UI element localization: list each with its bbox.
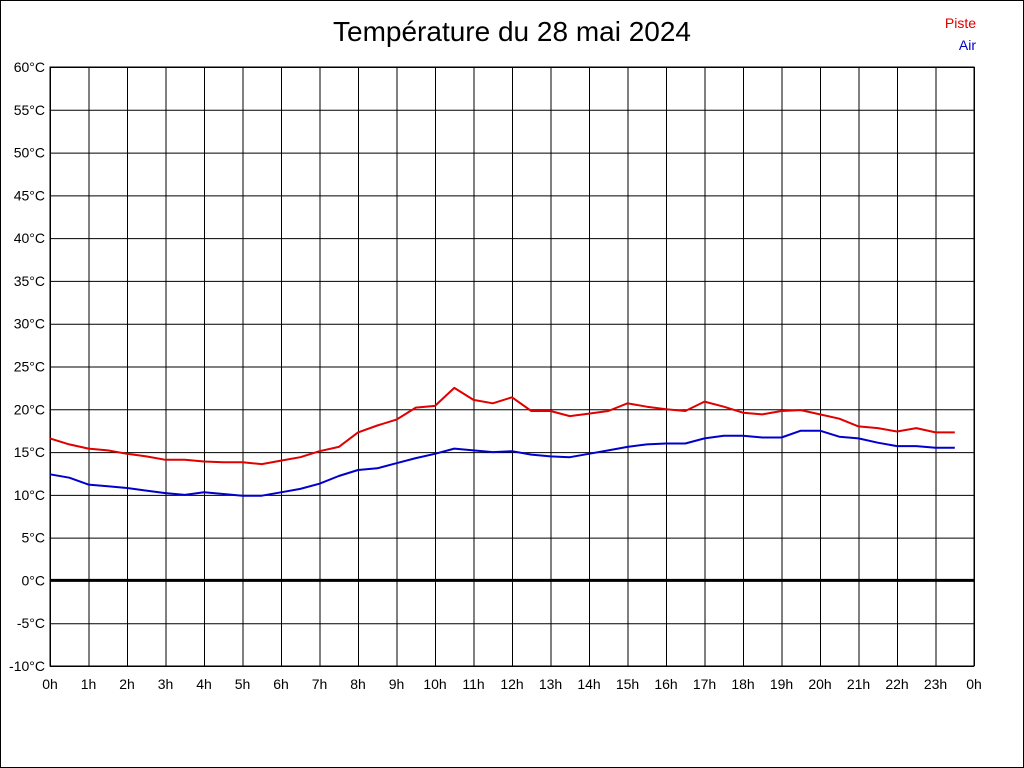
x-tick-label: 21h bbox=[847, 676, 870, 692]
y-tick-label: 45°C bbox=[14, 187, 45, 203]
series bbox=[49, 386, 955, 497]
x-tick-label: 9h bbox=[389, 676, 405, 692]
x-tick-label: 12h bbox=[500, 676, 523, 692]
x-tick-label: 8h bbox=[350, 676, 366, 692]
y-tick-label: 0°C bbox=[22, 572, 46, 588]
y-tick-label: 35°C bbox=[14, 273, 45, 289]
y-tick-label: 25°C bbox=[14, 359, 45, 375]
x-tick-label: 5h bbox=[235, 676, 251, 692]
x-tick-label: 23h bbox=[924, 676, 947, 692]
x-tick-label: 6h bbox=[273, 676, 289, 692]
x-tick-label: 15h bbox=[616, 676, 639, 692]
x-tick-label: 16h bbox=[654, 676, 677, 692]
legend: Piste Air bbox=[945, 12, 976, 56]
y-tick-label: 40°C bbox=[14, 230, 45, 246]
y-tick-label: 50°C bbox=[14, 145, 45, 161]
grid bbox=[49, 66, 975, 667]
legend-item-piste: Piste bbox=[944, 15, 976, 31]
x-tick-label: 19h bbox=[770, 676, 793, 692]
y-tick-label: -10°C bbox=[9, 658, 45, 674]
y-tick-label: 60°C bbox=[14, 59, 45, 75]
x-tick-label: 1h bbox=[81, 676, 97, 692]
y-tick-label: 5°C bbox=[22, 530, 46, 546]
x-tick-label: 2h bbox=[119, 676, 135, 692]
x-tick-label: 0h bbox=[966, 676, 982, 692]
axes: -10°C -5°C 0°C 5°C 10°C 15°C 20°C 25°C 30°C 35°C 4… bbox=[9, 59, 982, 692]
x-tick-label: 22h bbox=[885, 676, 908, 692]
x-tick-label: 13h bbox=[539, 676, 562, 692]
x-tick-label: 4h bbox=[196, 676, 212, 692]
y-tick-label: 30°C bbox=[14, 316, 45, 332]
x-tick-label: 10h bbox=[423, 676, 446, 692]
y-tick-label: 15°C bbox=[14, 444, 45, 460]
x-tick-label: 20h bbox=[808, 676, 831, 692]
x-tick-label: 0h bbox=[42, 676, 58, 692]
x-tick-label: 11h bbox=[462, 676, 484, 692]
series-line-air bbox=[49, 429, 955, 497]
series-line-piste bbox=[49, 386, 955, 466]
y-tick-label: 10°C bbox=[14, 487, 45, 503]
y-tick-label: 55°C bbox=[14, 102, 45, 118]
chart-title: Température du 28 mai 2024 bbox=[333, 16, 691, 47]
y-tick-label: -5°C bbox=[17, 615, 45, 631]
x-tick-label: 17h bbox=[693, 676, 716, 692]
x-tick-label: 7h bbox=[312, 676, 328, 692]
x-tick-label: 18h bbox=[731, 676, 754, 692]
x-tick-label: 3h bbox=[158, 676, 174, 692]
legend-item-air: Air bbox=[958, 37, 976, 53]
x-tick-label: 14h bbox=[577, 676, 600, 692]
y-tick-label: 20°C bbox=[14, 401, 45, 417]
